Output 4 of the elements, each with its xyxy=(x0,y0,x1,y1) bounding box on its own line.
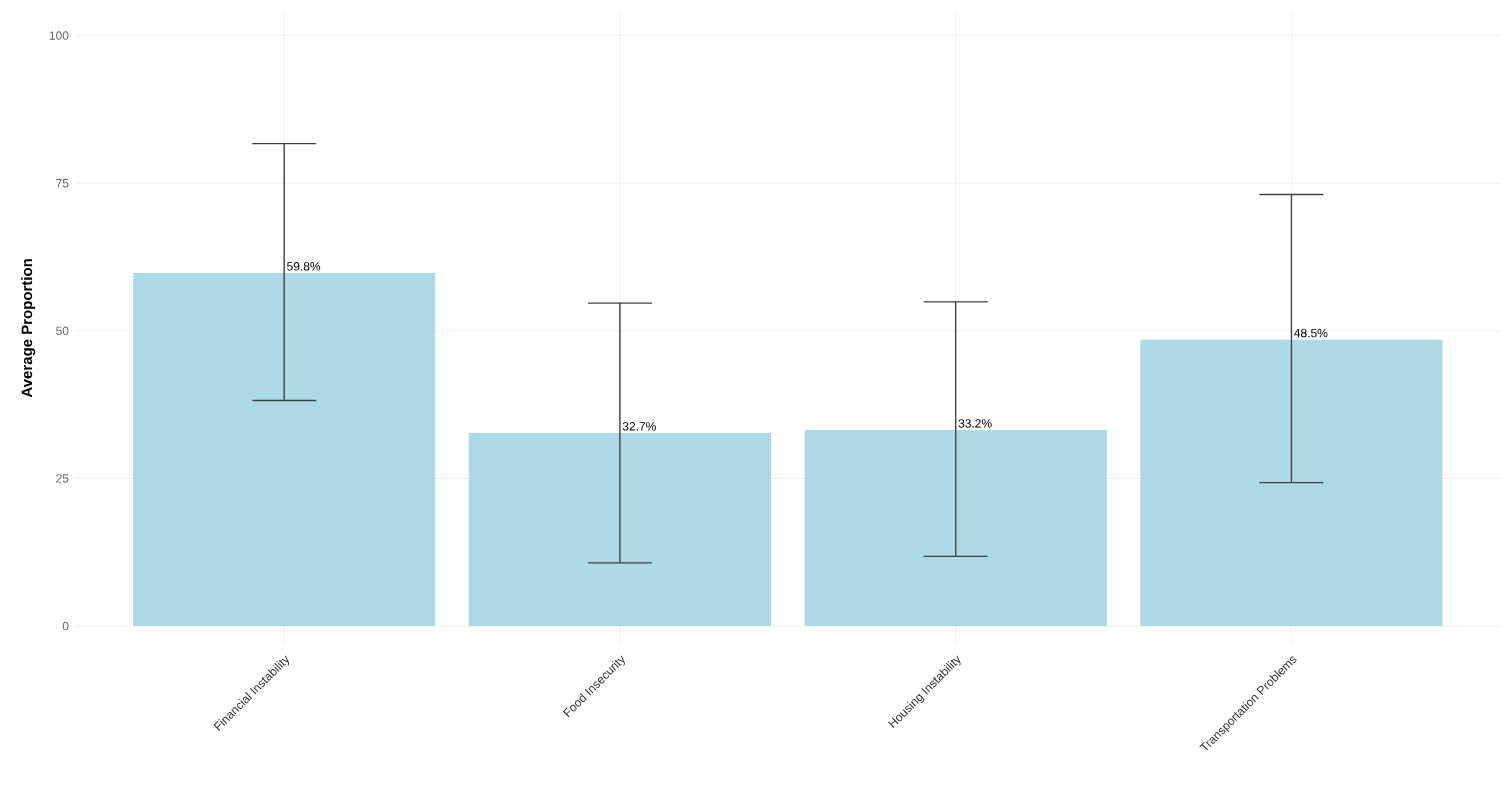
bar xyxy=(133,273,436,627)
bar xyxy=(468,433,772,627)
bar xyxy=(804,430,1107,627)
bar xyxy=(1140,339,1443,627)
